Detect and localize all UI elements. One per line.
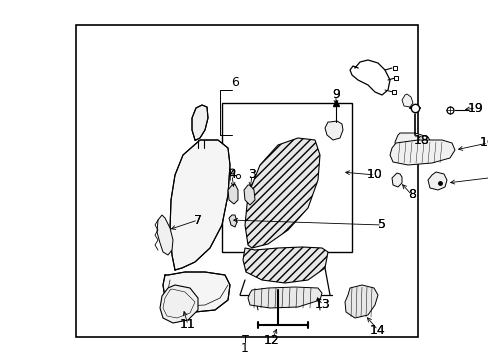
Text: 10: 10 [366,168,382,181]
Bar [222,103,351,252]
Polygon shape [157,215,173,255]
Text: 16: 16 [479,136,488,149]
Text: 19: 19 [467,102,483,114]
Text: 6: 6 [231,76,239,89]
Polygon shape [325,121,342,140]
Text: 19: 19 [467,102,483,114]
Polygon shape [394,133,431,155]
Text: 7: 7 [194,213,202,226]
Text: 18: 18 [413,134,429,147]
Polygon shape [228,215,237,227]
Text: 18: 18 [413,134,429,147]
Polygon shape [163,272,229,312]
Polygon shape [160,285,198,323]
Polygon shape [192,105,207,140]
Polygon shape [244,138,319,248]
Text: 5: 5 [377,219,385,231]
Text: 9: 9 [331,89,339,102]
Text: 13: 13 [314,298,330,311]
Polygon shape [389,140,454,165]
Text: 4: 4 [227,168,235,181]
Text: 9: 9 [331,89,339,102]
Text: 3: 3 [247,168,255,181]
Text: 12: 12 [264,333,279,346]
Text: 5: 5 [377,219,385,231]
Text: 1: 1 [241,342,248,355]
Polygon shape [244,185,254,205]
Text: 8: 8 [407,189,415,202]
Text: 11: 11 [180,319,196,332]
Polygon shape [170,140,229,270]
Text: 16: 16 [479,136,488,149]
Bar [76,25,417,337]
Text: 12: 12 [264,333,279,346]
Text: 8: 8 [407,189,415,202]
Text: 4: 4 [227,168,235,181]
Text: 14: 14 [369,324,385,337]
Text: 7: 7 [194,213,202,226]
Polygon shape [247,287,321,308]
Text: 11: 11 [180,319,196,332]
Polygon shape [427,172,446,190]
Text: 13: 13 [314,298,330,311]
Polygon shape [391,173,401,187]
Text: 14: 14 [369,324,385,337]
Text: 10: 10 [366,168,382,181]
Text: 3: 3 [247,168,255,181]
Polygon shape [243,247,327,283]
Polygon shape [227,184,238,204]
Polygon shape [345,285,377,318]
Polygon shape [401,94,412,107]
